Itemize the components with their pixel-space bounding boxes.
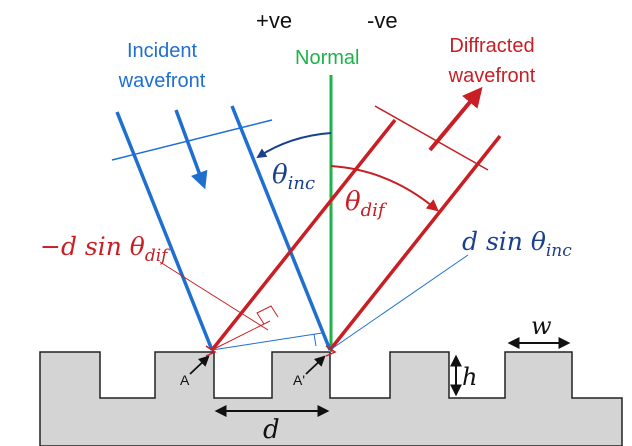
incident-label-line2: wavefront xyxy=(118,70,206,92)
perpendicular-diffracted xyxy=(211,320,271,351)
grating-profile xyxy=(39,351,623,446)
diffracted-label-line2: wavefront xyxy=(448,65,536,87)
right-angle-incident xyxy=(313,333,317,347)
perpendicular-incident xyxy=(211,332,323,351)
incident-ray-right xyxy=(230,105,332,351)
groove-width-label: w xyxy=(531,312,552,340)
diffracted-ray-left xyxy=(210,118,397,352)
groove-period-label: d xyxy=(263,415,280,445)
theta-inc-arc xyxy=(256,132,332,159)
pos-path-difference-label: d sin θinc xyxy=(462,227,572,261)
negative-sign-label: -ve xyxy=(367,8,398,33)
pos-path-leader xyxy=(329,254,469,351)
diffracted-ray-right xyxy=(328,134,502,352)
right-angle-diffracted xyxy=(256,305,279,325)
theta-dif-label: θdif xyxy=(345,187,388,221)
incident-direction-arrow xyxy=(174,109,208,190)
point-a-prime-marker xyxy=(325,345,337,357)
diffracted-label-line1: Diffracted xyxy=(449,35,534,57)
normal-label: Normal xyxy=(295,47,359,69)
groove-height-label: h xyxy=(462,363,477,391)
diffracted-wavefront-line xyxy=(374,105,489,171)
incident-wavefront-line xyxy=(111,119,273,161)
positive-sign-label: +ve xyxy=(256,8,292,33)
point-a-arrow xyxy=(189,355,210,375)
theta-inc-label: θinc xyxy=(272,160,315,194)
diffracted-direction-arrow xyxy=(428,86,483,152)
point-a-prime-label: A' xyxy=(293,372,305,388)
neg-path-difference-label: −d sin θdif xyxy=(40,232,170,266)
point-a-label: A xyxy=(180,372,190,388)
theta-dif-arc xyxy=(330,165,439,212)
point-a-marker xyxy=(205,345,217,357)
incident-ray-left xyxy=(115,111,214,351)
neg-path-leader xyxy=(159,261,269,331)
incident-label-line1: Incident xyxy=(127,40,197,62)
point-a-prime-arrow xyxy=(305,355,326,375)
